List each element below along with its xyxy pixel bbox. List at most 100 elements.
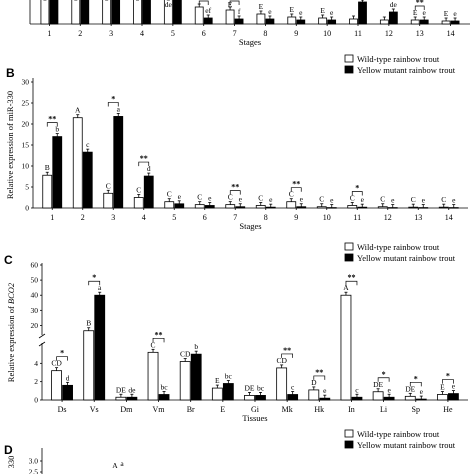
x-tick-label: In (348, 405, 355, 414)
significance-bracket (56, 356, 68, 361)
y-tick-label: 15 (22, 141, 30, 150)
x-tick-label: Ds (58, 405, 67, 414)
x-tick-label: E (220, 405, 225, 414)
y-tick-label: 3.0 (29, 457, 39, 466)
bar-mutant (265, 18, 275, 25)
bar-mutant (319, 397, 331, 401)
x-tick-label: Li (380, 405, 388, 414)
significance-bracket (351, 191, 363, 196)
significance-letter-mutant: b (194, 342, 198, 351)
significance-letter-mutant: a (120, 459, 124, 468)
x-tick-label: Hk (314, 405, 324, 414)
significance-letter-mutant: bc (225, 372, 233, 381)
significance-letter-wild: C (380, 195, 385, 204)
legend-label-mutant: Yellow mutant rainbow trout (357, 253, 456, 263)
x-axis-title: Stages (239, 37, 261, 47)
bar-wild (404, 395, 416, 401)
bar-mutant (174, 203, 185, 209)
significance-stars: * (355, 183, 359, 192)
x-tick-label: 12 (385, 29, 393, 38)
significance-bracket (377, 377, 390, 382)
x-tick-label: 13 (416, 29, 424, 38)
x-tick-label: 14 (447, 29, 455, 38)
significance-letter-mutant: e (323, 386, 327, 395)
significance-letter-mutant: de (390, 0, 398, 9)
bar-wild (286, 201, 297, 209)
significance-letter-mutant: d (66, 373, 70, 382)
y-tick-label: 20 (31, 321, 39, 330)
significance-letter-wild: C (197, 193, 202, 202)
significance-bracket (345, 280, 358, 286)
significance-letter-mutant: a (117, 104, 121, 113)
significance-letter-mutant: ef (205, 6, 211, 15)
significance-letter-mutant: a (98, 283, 102, 292)
x-tick-label: 2 (78, 29, 82, 38)
significance-stars: ** (200, 0, 208, 2)
significance-letter-wild: DE (405, 384, 415, 393)
bar-wild (340, 294, 352, 401)
significance-letter-mutant: e (299, 8, 303, 17)
y-tick-label: 0 (34, 396, 38, 405)
axis-break-mark (38, 341, 46, 347)
bar-mutant (82, 151, 93, 209)
y-tick-label: 10 (22, 162, 30, 171)
y-tick-label: 0 (25, 204, 29, 213)
y-tick-label: 25 (22, 99, 30, 108)
significance-stars: ** (292, 180, 300, 189)
y-axis-title-prefix: Relative expression of (6, 304, 16, 382)
y-tick-label: 4 (34, 359, 38, 368)
bar-wild (276, 367, 288, 401)
bar-mutant (351, 396, 363, 401)
bar-mutant (222, 383, 234, 401)
y-axis-title: Relative expression of BCO2 (6, 282, 16, 382)
x-tick-label: 7 (233, 29, 237, 38)
significance-stars: * (446, 372, 450, 381)
significance-letter-mutant: a (361, 0, 365, 9)
significance-letter-wild: A (75, 106, 81, 115)
x-tick-label: 7 (233, 213, 237, 222)
significance-letter-wild: C (258, 193, 263, 202)
significance-bracket (290, 187, 302, 192)
y-axis-title: Relative expression of miR-330 (5, 91, 15, 199)
bar-mutant (448, 207, 459, 209)
significance-letter-wild: B (86, 319, 91, 328)
bar-wild (133, 0, 142, 25)
bar-mutant (296, 19, 306, 25)
x-tick-label: 6 (202, 29, 206, 38)
significance-stars: * (92, 273, 96, 282)
significance-letter-mutant: e (300, 195, 304, 204)
significance-letter-mutant: e (268, 7, 272, 16)
x-tick-label: 12 (384, 213, 392, 222)
x-axis-title: Tissues (242, 413, 267, 423)
x-tick-label: 9 (294, 213, 298, 222)
bar-mutant (80, 0, 90, 25)
significance-letter-wild: C (151, 340, 156, 349)
bar-wild (256, 13, 266, 25)
significance-stars: ** (231, 183, 239, 192)
bar-mutant (235, 206, 246, 209)
significance-bracket (198, 0, 209, 5)
significance-letter-wild: E (320, 6, 325, 15)
x-tick-label: 10 (323, 213, 331, 222)
significance-letter-mutant: e (330, 8, 334, 17)
significance-letter-mutant: e (391, 196, 395, 205)
significance-bracket (46, 122, 58, 127)
significance-bracket (313, 375, 326, 380)
bar-wild (164, 201, 175, 209)
significance-letter-wild: C (106, 181, 111, 190)
y-tick-label: 40 (31, 291, 39, 300)
significance-bracket (281, 353, 294, 358)
significance-bracket (409, 381, 422, 387)
bar-mutant (448, 393, 459, 401)
x-tick-label: 4 (142, 213, 146, 222)
bar-mutant (62, 384, 73, 401)
x-tick-label: 9 (294, 29, 298, 38)
x-tick-label: Gi (251, 405, 260, 414)
y-tick-label: 60 (31, 261, 39, 270)
bar-wild (51, 370, 62, 401)
bar-wild (71, 0, 81, 25)
x-axis-title: Stages (239, 221, 261, 231)
bar-mutant (265, 206, 276, 209)
